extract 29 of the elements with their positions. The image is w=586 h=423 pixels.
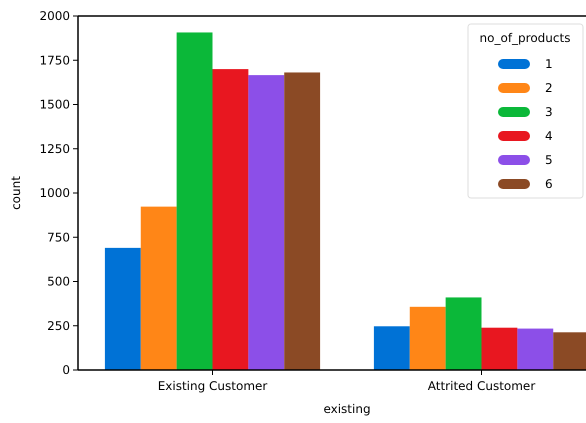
bar <box>410 306 446 370</box>
legend-title: no_of_products <box>480 31 570 45</box>
x-tick-label: Attrited Customer <box>428 379 536 393</box>
bar <box>248 75 284 370</box>
y-axis-title: count <box>9 176 23 210</box>
x-tick-label: Existing Customer <box>158 379 268 393</box>
y-tick-label: 1250 <box>39 142 70 156</box>
legend-label: 1 <box>545 57 553 72</box>
y-tick-label: 250 <box>47 318 70 333</box>
y-tick-label: 1000 <box>39 186 70 200</box>
y-tick-label: 1750 <box>39 53 70 68</box>
legend-label: 3 <box>545 105 553 120</box>
bar <box>176 32 212 370</box>
legend-label: 6 <box>545 177 553 192</box>
bar <box>374 326 410 370</box>
y-tick-label: 500 <box>47 274 70 289</box>
bar <box>446 297 482 370</box>
bar <box>482 328 518 370</box>
y-tick-label: 2000 <box>39 9 70 24</box>
legend-label: 4 <box>545 129 553 144</box>
x-axis-title: existing <box>323 402 371 416</box>
legend-label: 2 <box>545 81 553 96</box>
y-tick-label: 1500 <box>39 98 70 112</box>
bar <box>212 69 248 370</box>
legend-label: 5 <box>545 153 553 168</box>
bar <box>140 206 177 370</box>
y-tick-label: 0 <box>62 363 70 378</box>
y-tick-label: 750 <box>47 230 70 244</box>
bar <box>104 248 141 370</box>
